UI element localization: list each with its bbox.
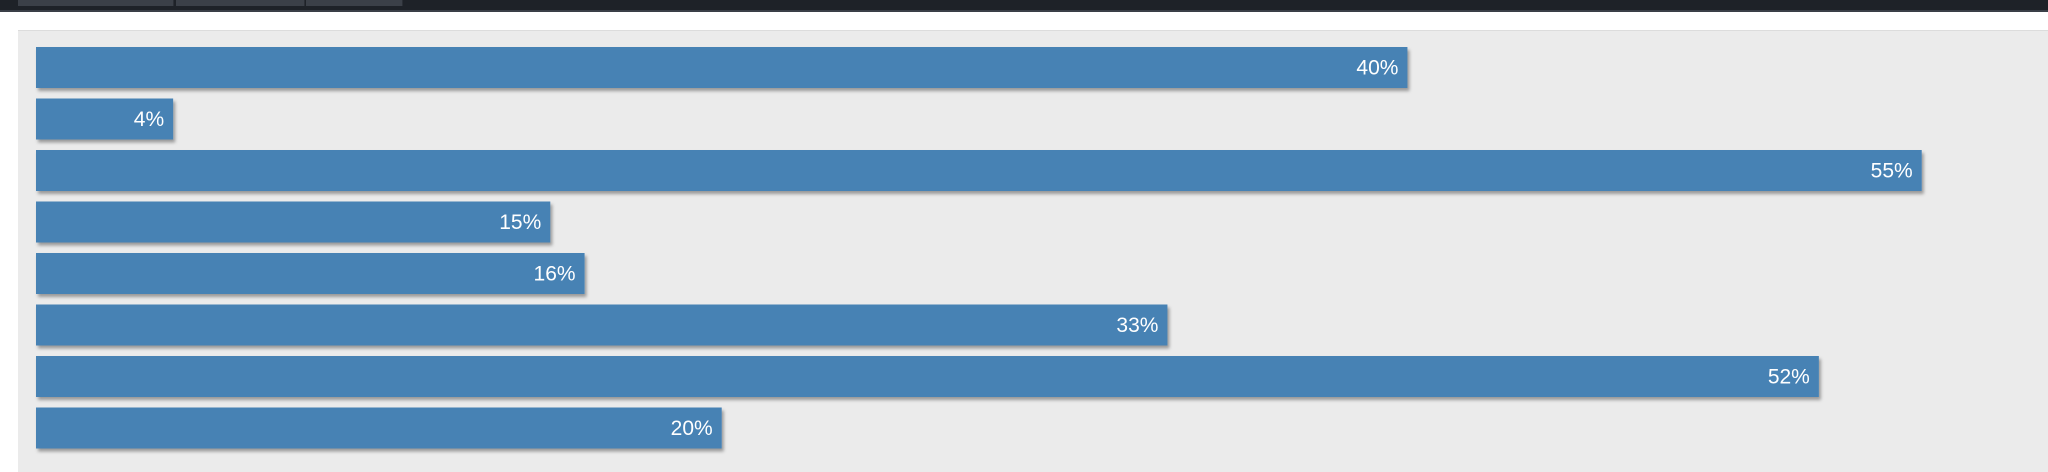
bar-value-label: 52% <box>1768 366 1810 389</box>
bar <box>36 201 551 243</box>
bar-value-label: 16% <box>534 263 576 286</box>
bar <box>36 150 1922 191</box>
bar-value-label: 4% <box>134 108 164 131</box>
bar <box>36 98 174 140</box>
bar-value-label: 33% <box>1116 314 1158 337</box>
toolbar-tab[interactable] <box>18 0 174 6</box>
bar-value-label: 55% <box>1871 160 1913 183</box>
toolbar-tab[interactable] <box>306 0 403 6</box>
bar <box>36 407 722 449</box>
bar <box>36 253 585 294</box>
chart-panel <box>18 30 2048 472</box>
bars-group: 40% 4% 55% 15% 16% 33% 52% 20% <box>36 47 1922 449</box>
bar <box>36 356 1819 397</box>
bar <box>36 47 1408 88</box>
toolbar-tab[interactable] <box>176 0 305 6</box>
bar-value-label: 40% <box>1356 57 1398 80</box>
bar <box>36 304 1168 346</box>
bar-value-label: 20% <box>671 417 713 440</box>
top-toolbar <box>0 0 2048 12</box>
bar-value-label: 15% <box>499 211 541 234</box>
